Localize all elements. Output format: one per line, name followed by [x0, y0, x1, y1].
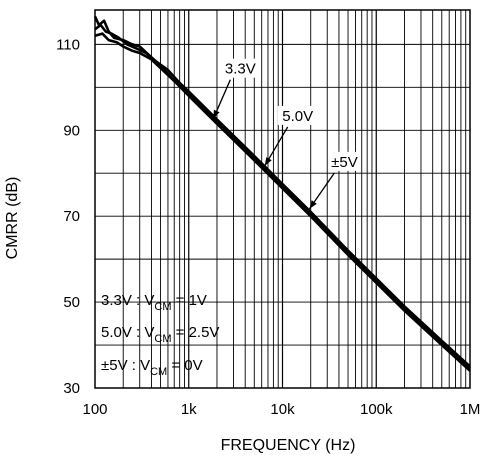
y-tick-label: 90 — [63, 122, 80, 139]
annotation-arrow-head — [213, 109, 220, 119]
x-tick-label: 1k — [181, 401, 197, 418]
y-tick-label: 50 — [63, 294, 80, 311]
y-tick-label: 110 — [56, 36, 80, 53]
annotation-label-bg — [328, 151, 360, 171]
annotation-label-bg — [220, 58, 261, 78]
annotation-arrow-head — [309, 200, 317, 209]
x-tick-label: 100 — [82, 401, 107, 418]
annotation-label: 3.3V — [225, 61, 256, 78]
x-tick-label: 1M — [460, 401, 481, 418]
y-axis-title: CMRR (dB) — [4, 177, 21, 260]
y-tick-label: 30 — [63, 380, 80, 397]
annotation-arrow-head — [264, 157, 272, 166]
series-line-3 — [94, 32, 471, 372]
x-tick-labels: 100 1k 10k 100k 1M — [82, 401, 480, 418]
legend-box: 3.3V : VCM = 1V 5.0V : VCM = 2.5V ±5V : … — [101, 292, 219, 378]
annotation-group: 3.3V 5.0V ±5V — [212, 58, 360, 210]
annotation-label: 5.0V — [282, 108, 313, 125]
y-tick-label: 70 — [63, 208, 80, 225]
annotation-label-bg — [277, 105, 318, 125]
x-tick-label: 100k — [360, 401, 393, 418]
x-tick-label: 10k — [270, 401, 295, 418]
plot-frame — [94, 9, 471, 389]
annotation-label: ±5V — [331, 154, 358, 171]
x-axis-title: FREQUENCY (Hz) — [221, 437, 356, 454]
y-tick-labels: 30 50 70 90 110 — [56, 36, 80, 397]
series-line-2 — [94, 23, 471, 368]
legend-line-2: 5.0V : VCM = 2.5V — [101, 324, 219, 345]
legend-line-1: 3.3V : VCM = 1V — [101, 292, 207, 313]
legend-line-3: ±5V : VCM = 0V — [101, 357, 203, 378]
series-group — [93, 15, 471, 372]
